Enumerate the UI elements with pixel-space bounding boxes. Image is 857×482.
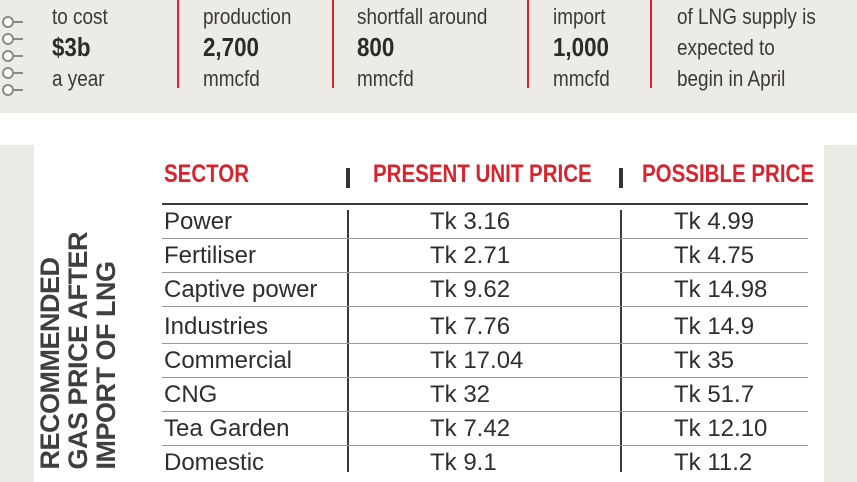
divider <box>650 0 652 88</box>
cell-sector: Tea Garden <box>164 415 290 442</box>
stat-text: mmcfd <box>357 66 414 91</box>
stat-cost: to cost $3b a year <box>52 1 108 94</box>
cell-present-price: Tk 7.42 <box>430 415 511 442</box>
dot-connector <box>13 55 23 57</box>
cell-present-price: Tk 9.1 <box>430 449 497 476</box>
cell-sector: Power <box>164 208 233 235</box>
header-possible-price: POSSIBLE PRICE <box>642 160 815 188</box>
cell-possible-price: Tk 35 <box>674 347 735 374</box>
stat-text: shortfall around <box>357 4 488 29</box>
stat-lng-supply: of LNG supply is expected to begin in Ap… <box>677 1 816 94</box>
spacer <box>0 113 857 145</box>
table-row: Power Tk 3.16 Tk 4.99 <box>162 205 808 239</box>
cell-possible-price: Tk 14.98 <box>674 276 768 303</box>
stat-text: production <box>203 4 292 29</box>
divider <box>332 0 334 88</box>
decorative-dots <box>0 16 26 106</box>
stat-text: import <box>553 4 606 29</box>
stat-production: production 2,700 mmcfd <box>203 1 291 94</box>
cell-present-price: Tk 17.04 <box>430 347 524 374</box>
side-title-text: RECOMMENDED GAS PRICE AFTER IMPORT OF LN… <box>35 232 121 470</box>
column-divider <box>620 210 622 472</box>
stats-band: to cost $3b a year production 2,700 mmcf… <box>0 0 857 113</box>
table-row: Commercial Tk 17.04 Tk 35 <box>162 344 808 378</box>
cell-sector: Commercial <box>164 347 293 374</box>
cell-sector: Industries <box>164 313 269 340</box>
stat-value: $3b <box>52 32 91 62</box>
table-row: Tea Garden Tk 7.42 Tk 12.10 <box>162 412 808 446</box>
cell-possible-price: Tk 11.2 <box>674 449 753 476</box>
header-divider <box>619 168 623 188</box>
cell-present-price: Tk 3.16 <box>430 208 511 235</box>
side-title-line: RECOMMENDED <box>35 257 65 470</box>
stat-value: 800 <box>357 32 395 62</box>
side-title: RECOMMENDED GAS PRICE AFTER IMPORT OF LN… <box>35 232 132 472</box>
price-panel-inner <box>34 145 824 482</box>
cell-present-price: Tk 9.62 <box>430 276 511 303</box>
divider <box>177 0 179 88</box>
cell-possible-price: Tk 14.9 <box>674 313 755 340</box>
cell-present-price: Tk 32 <box>430 381 491 408</box>
dot-connector <box>13 72 23 74</box>
stat-value: 1,000 <box>553 32 609 62</box>
side-title-line: IMPORT OF LNG <box>91 261 121 470</box>
header-divider <box>346 168 350 188</box>
stat-shortfall: shortfall around 800 mmcfd <box>357 1 487 94</box>
stat-text: of LNG supply is <box>677 4 816 29</box>
cell-present-price: Tk 7.76 <box>430 313 511 340</box>
cell-possible-price: Tk 4.99 <box>674 208 755 235</box>
divider <box>527 0 529 88</box>
cell-possible-price: Tk 12.10 <box>674 415 768 442</box>
stat-text: mmcfd <box>553 66 610 91</box>
cell-possible-price: Tk 4.75 <box>674 242 755 269</box>
cell-possible-price: Tk 51.7 <box>674 381 755 408</box>
table-row: Domestic Tk 9.1 Tk 11.2 <box>162 446 808 480</box>
header-sector: SECTOR <box>164 160 250 188</box>
cell-sector: Captive power <box>164 276 318 303</box>
dot-connector <box>13 89 23 91</box>
table-row: Captive power Tk 9.62 Tk 14.98 <box>162 273 808 307</box>
stat-text: mmcfd <box>203 66 260 91</box>
dot-connector <box>13 21 23 23</box>
stat-text: a year <box>52 66 105 91</box>
stat-value: 2,700 <box>203 32 259 62</box>
cell-sector: Fertiliser <box>164 242 257 269</box>
column-divider <box>347 210 349 472</box>
cell-present-price: Tk 2.71 <box>430 242 511 269</box>
table-row: CNG Tk 32 Tk 51.7 <box>162 378 808 412</box>
table-row: Fertiliser Tk 2.71 Tk 4.75 <box>162 239 808 273</box>
stat-text: to cost <box>52 4 108 29</box>
cell-sector: CNG <box>164 381 218 408</box>
header-present-price: PRESENT UNIT PRICE <box>373 160 592 188</box>
header-rule <box>162 203 808 205</box>
table-row: Industries Tk 7.76 Tk 14.9 <box>162 310 808 344</box>
stat-text: expected to <box>677 35 775 60</box>
dot-connector <box>13 38 23 40</box>
cell-sector: Domestic <box>164 449 265 476</box>
side-title-line: GAS PRICE AFTER <box>63 232 93 470</box>
stat-import: import 1,000 mmcfd <box>553 1 610 94</box>
stat-text: begin in April <box>677 66 786 91</box>
